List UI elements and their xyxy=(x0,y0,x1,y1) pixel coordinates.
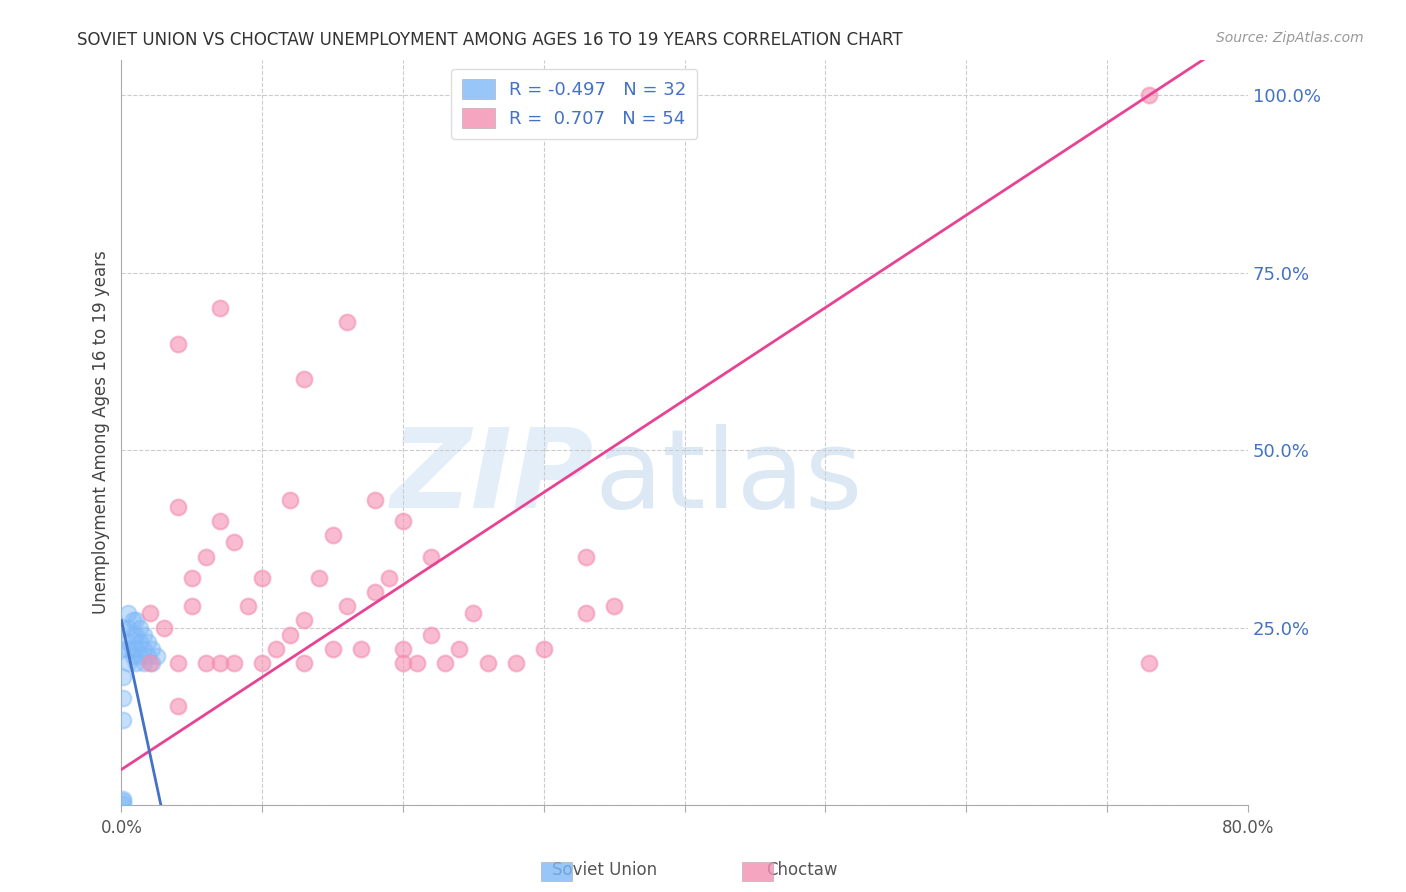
Point xyxy=(111,713,134,727)
Point xyxy=(132,627,155,641)
Point xyxy=(180,571,202,585)
Point xyxy=(166,698,188,713)
Point xyxy=(364,492,387,507)
Point xyxy=(280,492,302,507)
Point xyxy=(505,656,527,670)
Point xyxy=(141,656,163,670)
Point xyxy=(350,641,373,656)
Point xyxy=(378,571,401,585)
Point xyxy=(138,607,160,621)
Point xyxy=(111,794,134,808)
Point xyxy=(132,641,155,656)
Point xyxy=(117,620,139,634)
Point xyxy=(392,514,415,528)
Point xyxy=(124,656,146,670)
Point xyxy=(194,656,217,670)
Point xyxy=(449,641,471,656)
Point xyxy=(420,549,443,564)
Point xyxy=(132,656,155,670)
Point xyxy=(252,571,274,585)
Point xyxy=(420,627,443,641)
Point xyxy=(124,641,146,656)
Point xyxy=(477,656,499,670)
Point xyxy=(392,656,415,670)
Y-axis label: Unemployment Among Ages 16 to 19 years: Unemployment Among Ages 16 to 19 years xyxy=(93,251,110,615)
Point xyxy=(128,648,150,663)
Point xyxy=(280,627,302,641)
Text: Choctaw: Choctaw xyxy=(766,861,837,879)
Point xyxy=(294,614,316,628)
Point xyxy=(463,607,485,621)
Point xyxy=(117,656,139,670)
Point xyxy=(111,792,134,806)
Point xyxy=(121,641,143,656)
Point xyxy=(1137,88,1160,103)
Point xyxy=(180,599,202,614)
Point xyxy=(434,656,457,670)
Point xyxy=(266,641,288,656)
Point xyxy=(117,641,139,656)
Point xyxy=(336,599,359,614)
Point xyxy=(308,571,330,585)
Point xyxy=(238,599,260,614)
Point xyxy=(406,656,429,670)
Point xyxy=(145,648,167,663)
Point xyxy=(208,514,231,528)
Point xyxy=(575,607,598,621)
Point xyxy=(138,656,160,670)
Point xyxy=(111,670,134,684)
Point xyxy=(166,656,188,670)
Text: atlas: atlas xyxy=(595,424,863,531)
Point xyxy=(128,620,150,634)
Point xyxy=(111,641,134,656)
Point xyxy=(166,500,188,514)
Point xyxy=(222,535,245,549)
Point xyxy=(364,585,387,599)
Point xyxy=(128,634,150,648)
Point xyxy=(194,549,217,564)
Point xyxy=(166,336,188,351)
Text: SOVIET UNION VS CHOCTAW UNEMPLOYMENT AMONG AGES 16 TO 19 YEARS CORRELATION CHART: SOVIET UNION VS CHOCTAW UNEMPLOYMENT AMO… xyxy=(77,31,903,49)
Point xyxy=(124,627,146,641)
Point xyxy=(533,641,555,656)
Point xyxy=(322,641,344,656)
Point xyxy=(141,641,163,656)
Point xyxy=(121,648,143,663)
Point xyxy=(121,614,143,628)
Text: Soviet Union: Soviet Union xyxy=(553,861,657,879)
Point xyxy=(322,528,344,542)
Point xyxy=(117,634,139,648)
Point xyxy=(336,315,359,329)
Point xyxy=(252,656,274,670)
Point xyxy=(111,620,134,634)
Point xyxy=(294,372,316,386)
Point xyxy=(208,301,231,315)
Point xyxy=(136,634,159,648)
Point xyxy=(111,797,134,812)
Point xyxy=(117,607,139,621)
Point xyxy=(152,620,174,634)
Point xyxy=(208,656,231,670)
Point xyxy=(136,648,159,663)
Point xyxy=(603,599,626,614)
Text: ZIP: ZIP xyxy=(391,424,595,531)
Point xyxy=(111,691,134,706)
Point xyxy=(392,641,415,656)
Text: Source: ZipAtlas.com: Source: ZipAtlas.com xyxy=(1216,31,1364,45)
Point xyxy=(1137,656,1160,670)
Point xyxy=(124,614,146,628)
Point xyxy=(294,656,316,670)
Point xyxy=(121,627,143,641)
Point xyxy=(222,656,245,670)
Point xyxy=(575,549,598,564)
